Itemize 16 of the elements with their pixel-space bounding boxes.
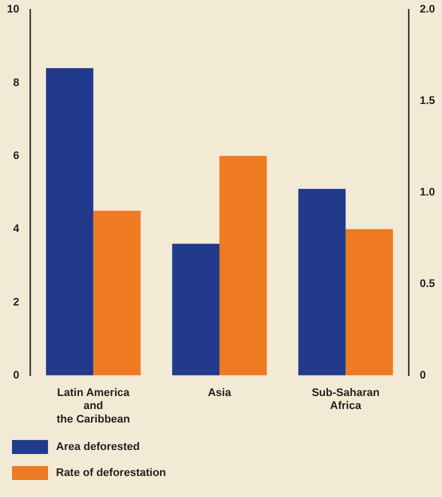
y-tick-label: 8 [13,76,20,89]
y-tick-label: 2 [13,296,20,308]
y2-tick-label: 2.0 [420,4,436,16]
y2-tick-label: 0 [420,369,426,382]
legend-label: Area deforested [56,441,140,454]
y-tick-label: 0 [13,369,20,382]
y-tick-label: 6 [13,150,20,162]
y2-tick-label: 1.0 [420,186,436,199]
y2-tick-label: 1.5 [420,95,436,108]
x-tick-label: Latin America and the Caribbean [56,387,130,426]
y-tick-label: 10 [6,4,20,16]
x-tick-label: Sub-Saharan Africa [312,387,380,412]
legend-label: Rate of deforestation [56,467,166,480]
y-tick-label: 4 [13,223,20,236]
x-tick-label: Asia [208,387,232,400]
y2-tick-label: 0.5 [420,278,436,290]
